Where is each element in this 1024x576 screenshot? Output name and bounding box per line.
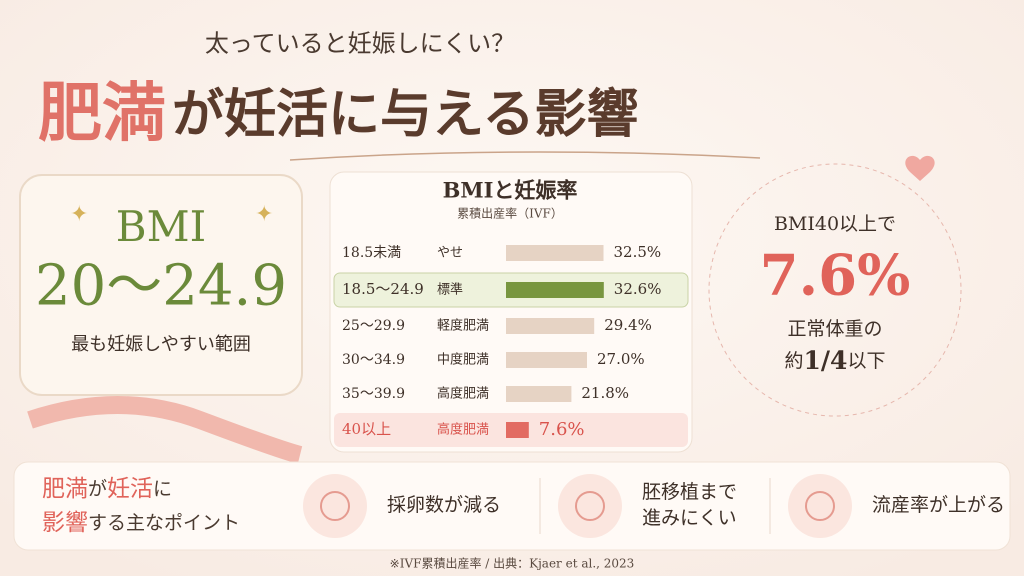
bar (506, 245, 604, 261)
text: 以下 (847, 350, 885, 372)
value-label: 7.6% (539, 419, 585, 440)
title-rest: が妊活に与える影響 (172, 84, 638, 145)
text: 1/4 (804, 346, 848, 375)
category-note: 高度肥満 (437, 386, 489, 402)
title: 肥満 が妊活に与える影響 (38, 76, 638, 151)
category-label: 40以上 (342, 420, 391, 438)
category-label: 18.5〜24.9 (342, 280, 424, 298)
point-text: 採卵数が減る (387, 494, 501, 516)
text: が (88, 478, 107, 500)
chart-subtitle: 累積出産率（IVF） (457, 206, 563, 221)
value-label: 29.4% (604, 316, 652, 334)
point-text: 進みにくい (642, 507, 737, 529)
category-note: 中度肥満 (437, 352, 489, 368)
bar (506, 352, 587, 368)
point-icon (303, 474, 367, 538)
subtitle: 太っていると妊娠しにくい？ (205, 30, 515, 58)
text: する主なポイント (88, 512, 240, 534)
value-label: 32.5% (614, 243, 662, 261)
bar (506, 282, 604, 298)
category-note: 標準 (437, 282, 463, 298)
best-label: BMI (116, 202, 206, 251)
bar (506, 318, 595, 334)
bar (506, 386, 572, 402)
point-text: 胚移植まで (642, 481, 737, 503)
bar (506, 422, 529, 438)
best-caption: 最も妊娠しやすい範囲 (71, 334, 251, 355)
category-note: やせ (437, 246, 463, 261)
category-label: 18.5未満 (342, 245, 401, 261)
category-label: 25〜29.9 (342, 318, 405, 334)
text: 影響 (42, 510, 88, 536)
category-note: 高度肥満 (437, 422, 489, 438)
value-label: 27.0% (597, 350, 645, 368)
highlight-line3: 約1/4以下 (785, 346, 886, 375)
point-icon (320, 491, 350, 521)
sparkle: ✦ (70, 202, 88, 227)
point-icon (805, 491, 835, 521)
highlight-line2: 正常体重の (787, 318, 882, 340)
tape-measure (27, 396, 303, 464)
bar-chart: 18.5未満 やせ 32.5% 18.5〜24.9 標準 32.6% 25〜29.9 軽度肥満… (342, 243, 661, 440)
chart-panel (329, 171, 693, 453)
best-range: 20〜24.9 (35, 254, 287, 319)
underline (289, 151, 761, 161)
circle-frame (708, 163, 962, 417)
best-range-card (19, 174, 303, 396)
category-label: 35〜39.9 (342, 386, 405, 402)
text: 約 (785, 350, 804, 372)
sparkle: ✦ (255, 202, 273, 227)
heart-icon (905, 155, 935, 181)
category-label: 30〜34.9 (342, 352, 405, 368)
point-text: 流産率が上がる (872, 494, 1005, 516)
points-panel (13, 461, 1011, 551)
footnote: ※IVF累積出産率 / 出典：Kjaer et al., 2023 (390, 556, 635, 571)
value-label: 21.8% (581, 384, 629, 402)
point-icon (558, 474, 622, 538)
title-emphasis: 肥満 (38, 76, 166, 151)
value-label: 32.6% (614, 280, 662, 298)
text: 妊活 (107, 476, 153, 502)
points-title: 肥満が妊活に (42, 476, 172, 502)
point-icon (788, 474, 852, 538)
text: 肥満 (42, 476, 88, 502)
text: に (153, 478, 172, 500)
points-title: 影響する主なポイント (42, 510, 240, 536)
highlight-line1: BMI40以上で (774, 213, 896, 235)
highlight-value: 7.6% (760, 243, 911, 309)
chart-title: BMIと妊娠率 (443, 178, 578, 203)
category-note: 軽度肥満 (437, 318, 489, 334)
point-icon (575, 491, 605, 521)
